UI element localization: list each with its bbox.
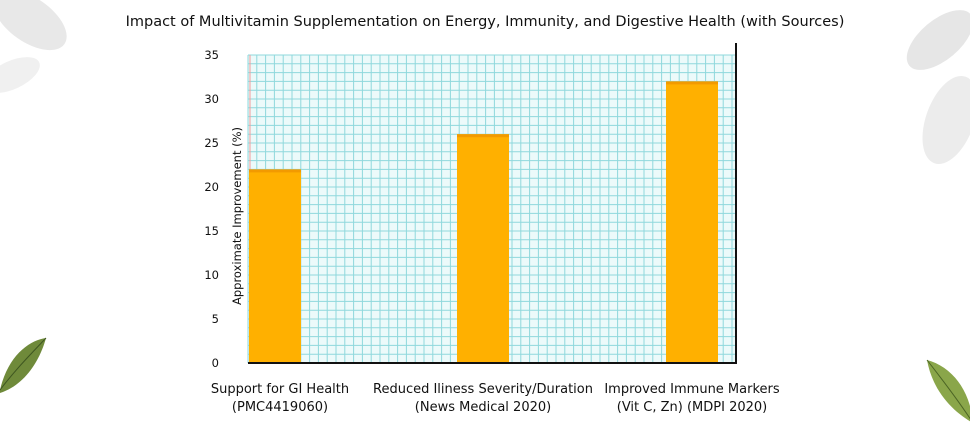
bar-top-edge [457,134,509,138]
y-tick-label: 15 [204,224,219,238]
x-category-label: Improved Immune Markers [604,382,780,397]
leaf-decoration-top-left [0,0,67,93]
y-tick-label: 5 [212,312,219,326]
bar-1 [249,169,301,363]
y-tick-label: 20 [204,180,219,194]
bar-top-edge [666,81,718,85]
bar-top-edge [249,169,301,173]
bar-2 [457,134,509,363]
y-tick-label: 0 [212,356,219,370]
x-category-label: (Vit C, Zn) (MDPI 2020) [617,400,767,415]
x-category-label: (PMC4419060) [232,400,328,415]
leaf-decoration-bottom-left [0,337,47,393]
y-tick-label: 35 [204,48,219,62]
x-category-label: Reduced Iliness Severity/Duration [373,382,593,397]
leaf-decoration-bottom-right [926,359,970,422]
y-tick-label: 30 [204,92,219,106]
y-tick-label: 10 [204,268,219,282]
leaf-decoration-top-right [906,10,970,164]
x-category-label: (News Medical 2020) [415,400,551,415]
y-tick-label: 25 [204,136,219,150]
x-category-label: Support for GI Health [211,382,349,397]
y-axis-label: Approximate Improvement (%) [230,127,244,305]
bar-3 [666,81,718,364]
chart-title: Impact of Multivitamin Supplementation o… [125,14,845,30]
